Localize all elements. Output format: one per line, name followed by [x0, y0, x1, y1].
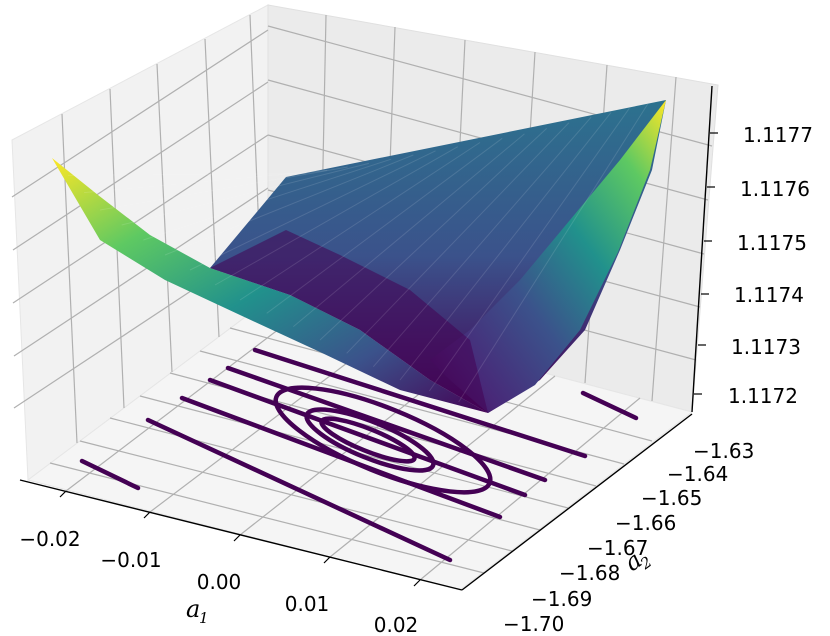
surface-mesh-line [67, 173, 307, 176]
surface-mesh-line [266, 137, 503, 314]
surface-right-edge [430, 100, 666, 413]
surface-plot [52, 100, 666, 413]
surface-left-edge [52, 158, 488, 413]
z-ticks: 1.1172 1.1173 1.1174 1.1175 1.1176 1.117… [694, 123, 813, 408]
surface-mesh-line [121, 162, 370, 226]
contour-line [145, 417, 453, 563]
surface-mesh-line [99, 166, 348, 211]
x-ticks: −0.02 −0.01 0.00 0.01 0.02 [19, 490, 421, 636]
contour-ellipse [319, 416, 417, 464]
y-tick-label: −1.65 [641, 486, 702, 510]
surface-mesh-line [83, 169, 328, 194]
svg-text:a: a [186, 595, 200, 623]
z-tick-label: 1.1175 [737, 231, 807, 255]
contour-line [580, 390, 639, 421]
y-tick-label: −1.67 [587, 536, 648, 560]
contour-line [79, 458, 141, 491]
y-tick-label: −1.68 [559, 561, 620, 585]
contour-lines [79, 347, 639, 563]
surface-mesh-line [239, 142, 481, 301]
x-tick-label: 0.02 [374, 613, 419, 636]
y-tick-label: −1.64 [667, 462, 728, 486]
surface-mesh-line [143, 158, 392, 241]
contour-ellipse [304, 407, 436, 473]
y-ticks: −1.70 −1.69 −1.68 −1.67 −1.66 −1.65 −1.6… [503, 439, 754, 636]
z-tick-label: 1.1173 [731, 335, 801, 359]
z-axis-line [691, 85, 713, 413]
z-tick-label: 1.1177 [743, 123, 813, 147]
axes [19, 85, 713, 591]
contour-line [207, 377, 528, 498]
y-tick-label: −1.63 [693, 439, 754, 463]
surface-mesh-line [214, 146, 459, 286]
x-tick-label: 0.00 [197, 570, 242, 594]
y-tick-label: −1.66 [615, 511, 676, 535]
z-tick-label: 1.1176 [740, 177, 810, 201]
x-axis-label: a 1 [186, 595, 209, 627]
surface-mesh-line [372, 116, 592, 367]
z-tick-label: 1.1174 [734, 283, 804, 307]
surface-valley [210, 230, 488, 413]
x-tick-label: −0.01 [100, 548, 161, 572]
surface-mesh-line [189, 150, 436, 271]
y-tick-label: −1.69 [531, 587, 592, 611]
contour-ellipse [273, 385, 493, 495]
surface-mesh [67, 103, 649, 403]
z-tick-label: 1.1172 [728, 384, 798, 408]
contour-line [225, 365, 548, 483]
surface-mesh-line [428, 108, 630, 392]
surface-mesh-line [458, 103, 649, 403]
x-tick-label: 0.01 [285, 592, 330, 616]
surface-mesh-line [346, 122, 570, 354]
x-tick-label: −0.02 [19, 527, 80, 551]
surface-mesh-line [293, 133, 525, 328]
svg-text:1: 1 [199, 609, 209, 627]
surface-mesh-line [319, 127, 548, 341]
surface-mesh-line [399, 112, 612, 381]
y-tick-label: −1.70 [503, 612, 564, 636]
x-axis-line [19, 479, 463, 591]
contour-line [252, 347, 588, 459]
y-axis-line [461, 413, 693, 591]
surface-mesh-line [164, 154, 414, 256]
